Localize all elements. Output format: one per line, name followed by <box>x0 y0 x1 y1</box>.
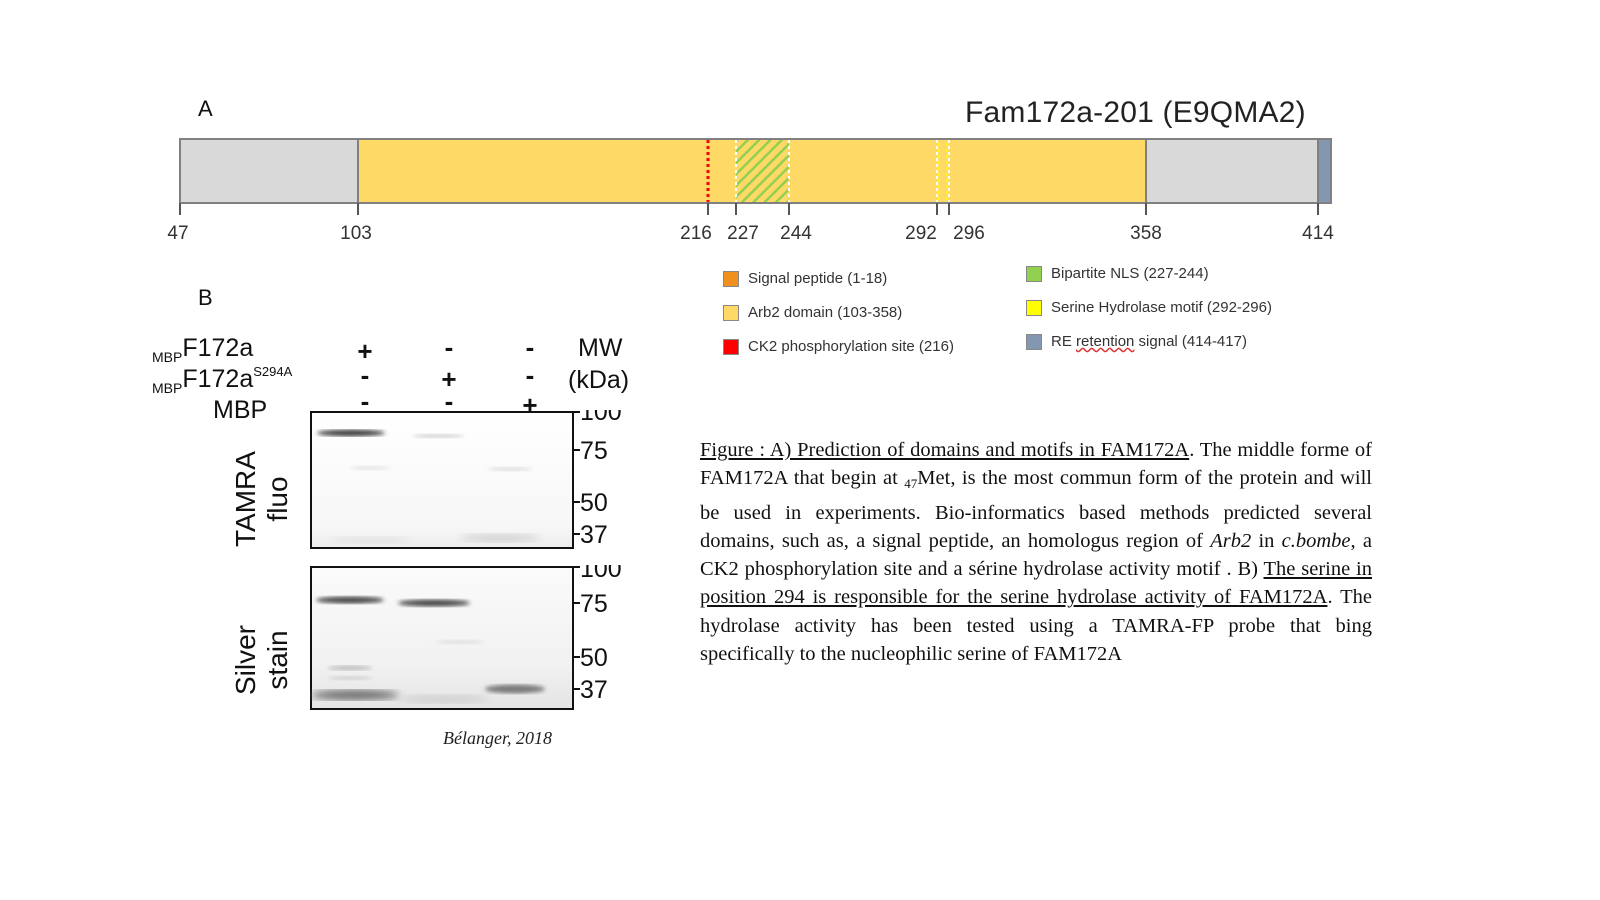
tamra-band-bottom-smear-2 <box>330 537 410 543</box>
caption-subscript: 47 <box>904 476 918 492</box>
row-label-f172a-s294a: MBPF172aS294A <box>152 364 293 396</box>
caption-text: , a CK2 phosphorylation site and a sérin… <box>700 529 1372 581</box>
axis-label-244: 244 <box>780 223 812 244</box>
sign-r1-c2: - <box>444 332 454 362</box>
row-label-subscript: MBP <box>152 380 183 396</box>
axis-label-358: 358 <box>1130 223 1162 244</box>
sign-r1-c1: + <box>357 336 373 366</box>
tamra-label-line2: fluo <box>262 476 293 522</box>
tamra-band-faint-3 <box>350 466 390 470</box>
silver-band-bottom-smear-2 <box>401 695 489 703</box>
row-label-subscript: MBP <box>152 349 183 365</box>
re-retention-signal-bar <box>1317 138 1332 204</box>
domain-map: 47 103 216 227 244 292 296 358 414 <box>167 138 1334 244</box>
tamra-label-line1: TAMRA <box>230 451 261 547</box>
legend-bipartite-nls: Bipartite NLS (227-244) <box>1026 265 1209 282</box>
legend-swatch <box>723 338 739 355</box>
sign-r3-c1: - <box>360 386 370 416</box>
legend-re-retention-signal: RE retention signal (414-417) <box>1026 333 1247 350</box>
caption-text: . The hydrolase activity has been tested… <box>700 586 1372 666</box>
silver-marker-75: 75 <box>580 590 608 618</box>
axis-label-296: 296 <box>953 223 985 244</box>
legend-label: CK2 phosphorylation site (216) <box>748 338 954 355</box>
n-terminal-region <box>179 138 359 204</box>
silver-band-faint-2 <box>328 676 372 680</box>
caption-italic-arb2: Arb2 <box>1210 529 1252 552</box>
legend-label: Serine Hydrolase motif (292-296) <box>1051 299 1272 316</box>
protein-title: Fam172a-201 (E9QMA2) <box>965 96 1306 129</box>
caption-text: in <box>1251 529 1282 552</box>
caption-text: . The middle forme of FAM172A that begin… <box>700 439 1372 490</box>
tamra-band-bottom-smear <box>460 534 540 542</box>
silver-band-faint-1 <box>328 665 372 671</box>
caption-part-b-title: The serine in position 294 is responsibl… <box>700 558 1373 609</box>
row-label-name: F172a <box>182 365 254 393</box>
panel-b-letter: B <box>198 285 213 310</box>
axis-label-47: 47 <box>167 223 188 244</box>
sign-r2-c1: - <box>360 360 370 390</box>
mw-title: MW <box>578 334 623 362</box>
figure-caption: Figure : A) Prediction of domains and mo… <box>700 436 1372 668</box>
axis-label-292: 292 <box>905 223 937 244</box>
row-label-mbp: MBP <box>213 396 267 425</box>
caption-text: Met, is the most commun form of the prot… <box>700 467 1372 552</box>
silver-band-faint-3 <box>436 640 484 644</box>
legend-label: Arb2 domain (103-358) <box>748 304 903 321</box>
silver-band-bottom-smear <box>311 690 399 700</box>
panel-a-letter: A <box>198 96 213 121</box>
mw-unit: (kDa) <box>568 366 630 394</box>
silver-blot: 100 75 50 37 <box>310 565 622 710</box>
c-terminal-region <box>1145 138 1319 204</box>
silver-stain-label: Silver stain <box>230 585 294 735</box>
legend-swatch <box>723 270 739 287</box>
legend-arb2-domain: Arb2 domain (103-358) <box>723 304 902 321</box>
axis-label-414: 414 <box>1302 223 1334 244</box>
legend-swatch <box>1026 333 1042 350</box>
legend-label-post: signal (414-417) <box>1134 333 1247 350</box>
row-label-name: F172a <box>182 334 254 362</box>
legend-label-underlined: retention <box>1076 333 1135 350</box>
legend-swatch <box>723 304 739 321</box>
silver-marker-100: 100 <box>580 565 622 583</box>
tamra-band-faint-1 <box>412 434 464 438</box>
caption-part-a-title: Figure : A) Prediction of domains and mo… <box>700 439 1190 461</box>
silver-label-line1: Silver <box>230 625 261 696</box>
silver-band-f172a-s294a <box>398 599 470 607</box>
legend-signal-peptide: Signal peptide (1-18) <box>723 270 887 287</box>
citation: Bélanger, 2018 <box>443 728 552 748</box>
row-label-name: MBP <box>213 396 268 424</box>
tamra-band-f172a-full <box>317 429 385 437</box>
sign-r1-c3: - <box>525 332 535 362</box>
silver-band-mbp <box>485 684 545 694</box>
tamra-marker-50: 50 <box>580 489 608 517</box>
tamra-marker-37: 37 <box>580 521 608 549</box>
sign-r2-c2: + <box>441 364 457 394</box>
legend-swatch <box>1026 265 1042 282</box>
legend-ck2-site: CK2 phosphorylation site (216) <box>723 338 954 355</box>
axis-label-103: 103 <box>340 223 372 244</box>
tamra-band-faint-2 <box>488 467 532 471</box>
row-label-superscript: S294A <box>253 364 293 379</box>
tamra-fluo-label: TAMRA fluo <box>230 424 294 574</box>
silver-label-line2: stain <box>262 630 293 690</box>
sign-r3-c2: - <box>444 386 454 416</box>
legend-label-pre: RE <box>1051 333 1077 350</box>
silver-band-f172a <box>316 596 384 604</box>
legend-label: Signal peptide (1-18) <box>748 270 888 287</box>
tamra-blot: 100 75 50 37 <box>310 410 622 549</box>
sign-r2-c3: - <box>525 360 535 390</box>
nls-region <box>736 140 789 202</box>
legend-serine-hydrolase-motif: Serine Hydrolase motif (292-296) <box>1026 299 1272 316</box>
silver-marker-50: 50 <box>580 644 608 672</box>
caption-italic-species: c.bombe <box>1281 529 1351 552</box>
tamra-marker-100: 100 <box>580 410 622 426</box>
silver-marker-37: 37 <box>580 676 608 704</box>
axis-label-227: 227 <box>727 223 759 244</box>
axis-label-216: 216 <box>680 223 712 244</box>
row-label-f172a: MBPF172a <box>152 334 254 365</box>
legend-label: Bipartite NLS (227-244) <box>1051 265 1209 282</box>
legend-swatch <box>1026 299 1042 316</box>
tamra-marker-75: 75 <box>580 437 608 465</box>
